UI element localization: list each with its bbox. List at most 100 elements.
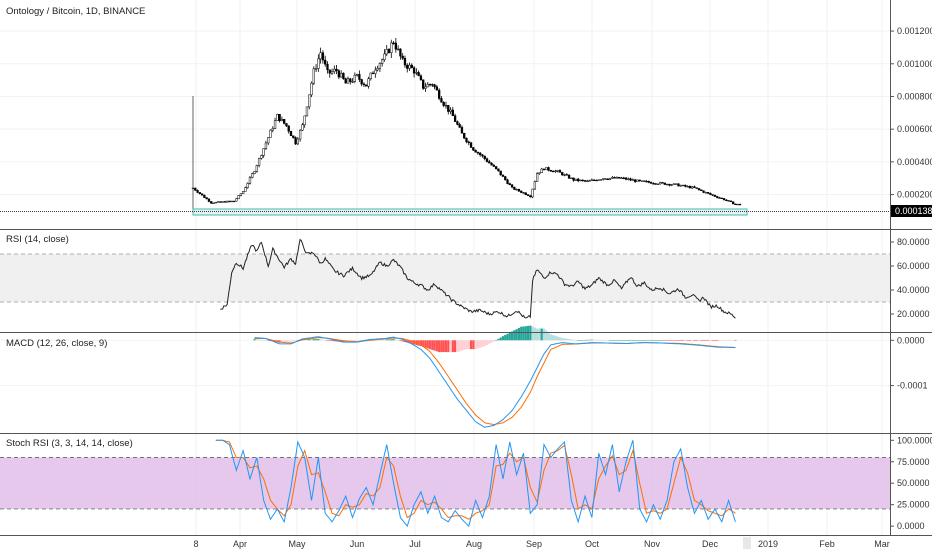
macd-histogram-bar <box>454 340 457 353</box>
candle-body <box>280 118 284 122</box>
macd-histogram-bar <box>558 337 562 341</box>
candle-body <box>517 188 521 192</box>
candle-body <box>634 179 637 182</box>
macd-histogram-bar <box>583 339 587 341</box>
macd-histogram-bar <box>476 340 479 349</box>
stoch-rsi-pane[interactable]: Stoch RSI (3, 3, 14, 14, close) 100.0000… <box>0 435 932 531</box>
price-tick-label: 0.0008000 <box>897 91 932 101</box>
candle-body <box>604 178 607 180</box>
candle-body <box>326 63 329 71</box>
macd-histogram-bar <box>499 337 502 341</box>
macd-histogram-bar <box>540 328 543 341</box>
macd-histogram-bar <box>444 340 448 353</box>
candle-body <box>419 75 423 81</box>
macd-histogram-bar <box>554 335 557 341</box>
macd-line <box>254 336 736 428</box>
candle-body <box>597 179 600 181</box>
macd-tick-label: -0.0001 <box>897 381 928 391</box>
macd-histogram-bar <box>524 326 527 341</box>
macd-histogram-bar <box>492 340 495 342</box>
candle-body <box>561 172 564 176</box>
candle-body <box>506 179 509 184</box>
macd-histogram-bar <box>321 339 325 341</box>
candle-body <box>221 201 224 203</box>
candle-body <box>501 174 505 177</box>
candle-body <box>474 149 477 153</box>
macd-histogram-bar <box>654 340 657 341</box>
candle-body <box>456 121 459 125</box>
candle-body <box>269 129 272 138</box>
candle-body <box>257 158 261 166</box>
candle-body <box>722 198 726 201</box>
macd-histogram-bar <box>435 340 438 352</box>
macd-histogram-bar <box>333 340 336 342</box>
rsi-tick-label: 80.0000 <box>897 237 930 247</box>
macd-histogram-bar <box>679 340 682 341</box>
macd-histogram-bar <box>661 340 664 341</box>
macd-histogram-bar <box>497 338 500 341</box>
candle-body <box>711 194 714 196</box>
candle-body <box>365 84 368 87</box>
macd-histogram-bar <box>481 340 484 347</box>
macd-histogram-bar <box>700 340 703 341</box>
macd-histogram-bar <box>312 339 315 341</box>
candle-body <box>390 42 393 53</box>
candle-body <box>579 179 582 182</box>
rsi-pane[interactable]: RSI (14, close) 80.0000 60.0000 40.0000 20.… <box>0 234 930 319</box>
macd-histogram-bar <box>650 340 653 341</box>
candle-body <box>415 72 418 74</box>
candle-body <box>663 182 666 185</box>
support-zone <box>192 208 748 216</box>
candle-body <box>640 180 644 182</box>
candle-body <box>524 192 527 195</box>
macd-histogram-bar <box>428 340 432 350</box>
candle-body <box>538 172 541 174</box>
candle-body <box>301 124 304 131</box>
macd-histogram-bar <box>513 330 516 341</box>
candle-body <box>613 177 616 179</box>
macd-histogram-bar <box>691 340 694 341</box>
macd-histogram-bar <box>314 339 318 341</box>
macd-histogram-bar <box>458 340 461 352</box>
candle-body <box>458 124 461 128</box>
macd-histogram-bar <box>515 329 518 341</box>
stoch-rsi-tick-label: 0.0000 <box>897 521 925 531</box>
macd-histogram-bar <box>326 340 329 341</box>
candle-body <box>510 184 514 188</box>
time-axis-labels[interactable]: 8 Apr May Jun Jul Aug Sep Oct Nov Dec 2019 Feb Mar <box>193 539 889 549</box>
candle-body <box>431 84 434 86</box>
macd-histogram-bar <box>292 340 295 342</box>
candle-body <box>590 179 594 181</box>
price-candles <box>191 37 742 206</box>
candle-body <box>684 184 687 187</box>
candle-body <box>449 109 452 112</box>
macd-histogram-bar <box>631 340 634 341</box>
candle-body <box>232 200 236 203</box>
candle-body <box>440 98 443 103</box>
macd-histogram-bar <box>652 340 655 341</box>
candle-body <box>531 188 534 198</box>
candle-body <box>219 201 222 203</box>
macd-histogram-bar <box>549 334 552 341</box>
time-tick-label: May <box>288 539 306 549</box>
candle-body <box>453 115 457 122</box>
candle-body <box>704 192 707 194</box>
macd-histogram-bar <box>634 340 637 341</box>
macd-histogram-bar <box>647 340 650 341</box>
rsi-tick-label: 20.0000 <box>897 309 930 319</box>
candle-body <box>362 83 366 86</box>
macd-histogram-bar <box>488 340 491 344</box>
macd-histogram-bar <box>640 340 644 341</box>
macd-histogram-bar <box>656 340 660 341</box>
candle-body <box>216 201 220 203</box>
candle-body <box>296 138 299 145</box>
macd-histogram-bar <box>426 340 429 349</box>
candle-body <box>262 148 265 156</box>
candle-body <box>239 193 243 196</box>
candle-body <box>417 72 420 77</box>
macd-histogram-bar <box>606 340 609 341</box>
candle-body <box>289 131 293 137</box>
price-pane[interactable]: Ontology / Bitcoin, 1D, BINANCE 0.00120 0… <box>0 6 932 217</box>
macd-histogram-bar <box>526 325 530 341</box>
